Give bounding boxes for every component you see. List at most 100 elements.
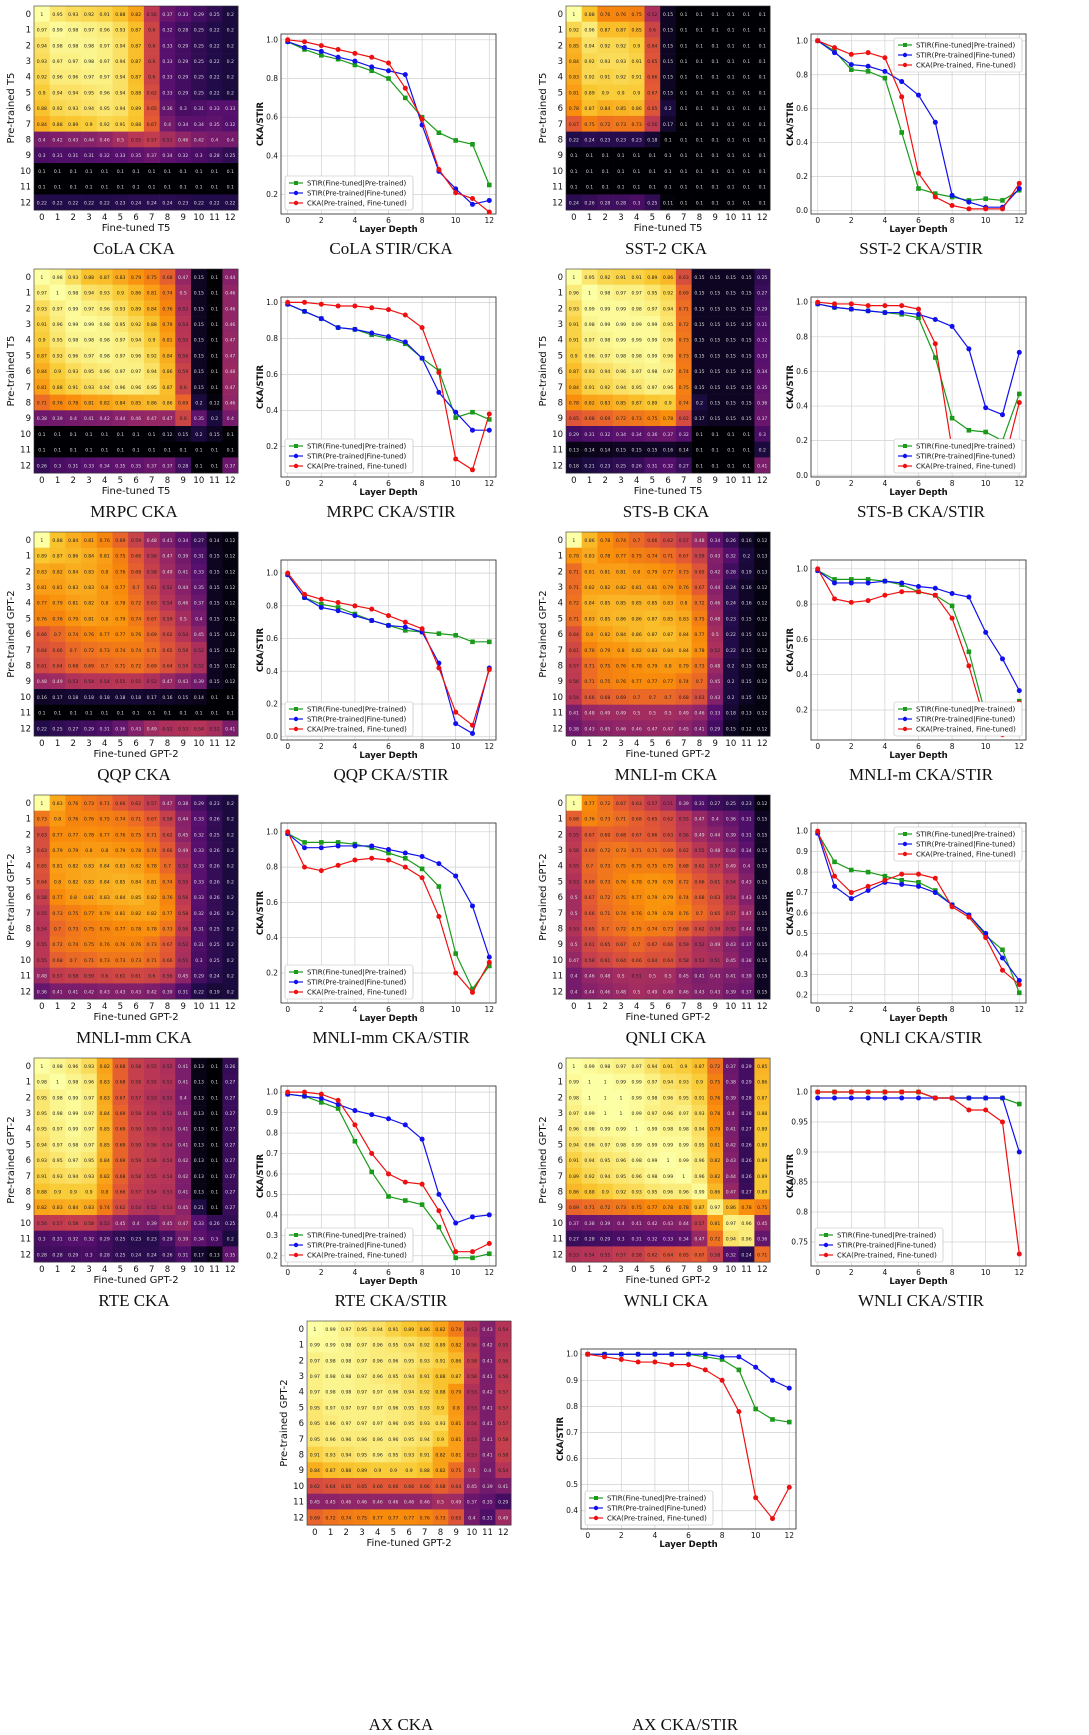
cell-value-label: 0.22 (194, 989, 204, 995)
cell-value-label: 0.15 (209, 648, 219, 654)
x-tick-label: 9 (712, 739, 717, 749)
y-axis-label: Pre-trained T5 (538, 336, 549, 407)
cell-value-label: 0.59 (178, 663, 188, 669)
cell-value-label: 0.96 (131, 353, 141, 359)
panel-caption: MNLI-mm CKA/STIR (261, 1028, 521, 1048)
cell-value-label: 0.66 (52, 648, 62, 654)
heatmap-cell (65, 53, 82, 70)
cell-value-label: 0.94 (647, 1064, 657, 1070)
cell-value-label: 0.74 (115, 648, 125, 654)
cell-value-label: 0.58 (84, 1221, 94, 1227)
y-tick-label: 1.0 (266, 1088, 278, 1097)
cell-value-label: 0.96 (100, 28, 110, 34)
cell-value-label: 0.24 (584, 137, 594, 143)
cell-value-label: 0.5 (179, 291, 186, 297)
heatmap-cell (597, 178, 614, 195)
data-point-cka (335, 1097, 341, 1103)
cell-value-label: 0.87 (616, 28, 626, 34)
cell-value-label: 0.15 (209, 554, 219, 560)
cell-value-label: 0.27 (679, 463, 689, 469)
cell-value-label: 0.1 (617, 153, 624, 159)
cell-value-label: 0.33 (194, 879, 204, 885)
cell-value-label: 0.43 (710, 989, 720, 995)
cell-value-label: 0.28 (741, 1095, 751, 1101)
heatmap-cell (65, 284, 82, 301)
data-point-cka (335, 303, 341, 309)
x-axis-label: Layer Depth (359, 225, 417, 235)
data-point-stir_pt_ft (302, 845, 308, 851)
cell-value-label: 0.56 (162, 974, 172, 980)
y-tick-label: 0.8 (796, 332, 808, 341)
cell-value-label: 0.46 (420, 1500, 430, 1506)
cell-value-label: 0.12 (757, 711, 767, 717)
x-tick-label: 7 (149, 1002, 154, 1012)
y-tick-label: 4 (26, 862, 31, 872)
data-point-cka (652, 1359, 658, 1365)
cell-value-label: 0.28 (616, 200, 626, 206)
cell-value-label: 0.93 (52, 1174, 62, 1180)
cell-value-label: 0.68 (52, 958, 62, 964)
heatmap-cell (49, 115, 66, 132)
x-tick-label: 2 (71, 1265, 76, 1275)
data-point-cka (602, 1354, 608, 1360)
cell-value-label: 0.1 (70, 185, 77, 191)
cell-value-label: 0.99 (632, 322, 642, 328)
heatmap-cell (222, 178, 239, 195)
y-tick-label: 2 (558, 304, 563, 314)
x-tick-label: 9 (712, 1265, 717, 1275)
cell-value-label: 0.64 (663, 1252, 673, 1258)
data-point-stir_ft_pt (865, 69, 871, 74)
cell-value-label: 0.99 (647, 1158, 657, 1164)
cell-value-label: 0.97 (584, 338, 594, 344)
cell-value-label: 0.42 (84, 989, 94, 995)
heatmap-cell (628, 178, 645, 195)
cell-value-label: 0.46 (388, 1500, 398, 1506)
x-tick-label: 2 (71, 1002, 76, 1012)
cell-value-label: 0.15 (741, 369, 751, 375)
cell-value-label: 0.97 (131, 369, 141, 375)
cell-value-label: 0.57 (131, 1189, 141, 1195)
y-tick-label: 11 (293, 1498, 304, 1508)
cell-value-label: 0.41 (178, 1127, 188, 1133)
legend-entry-stir_pt_ft: STIR(Pre-trained|Fine-tuned) (307, 979, 407, 987)
cell-value-label: 0.52 (178, 306, 188, 312)
cell-value-label: 0.31 (741, 817, 751, 823)
heatmap-cell (175, 300, 192, 317)
data-point-stir_pt_ft (386, 846, 391, 852)
data-point-cka (335, 862, 341, 868)
cell-value-label: 0.57 (498, 1390, 508, 1396)
cell-value-label: 0.75 (694, 616, 704, 622)
x-tick-label: 11 (741, 1002, 752, 1012)
cell-value-label: 0.15 (757, 864, 767, 870)
y-tick-label: 0.2 (266, 700, 278, 709)
heatmap-cell (81, 84, 98, 101)
x-tick-label: 5 (118, 1265, 123, 1275)
cell-value-label: 0.42 (100, 416, 110, 422)
cell-value-label: 0.75 (100, 817, 110, 823)
cell-value-label: 0.69 (115, 1127, 125, 1133)
heatmap-cell (675, 178, 692, 195)
y-tick-label: 10 (20, 956, 31, 966)
panel-caption: CoLA CKA (4, 239, 264, 259)
cell-value-label: 0.77 (647, 1205, 657, 1211)
x-axis-label: Layer Depth (359, 751, 417, 761)
cell-value-label: 0.67 (694, 1252, 704, 1258)
cell-value-label: 0.15 (632, 448, 642, 454)
y-tick-label: 0.2 (796, 990, 808, 999)
x-tick-label: 8 (697, 213, 702, 223)
cell-value-label: 0.25 (194, 90, 204, 96)
y-tick-label: 6 (558, 893, 563, 903)
heatmap-cell (581, 37, 598, 54)
x-tick-label: 10 (725, 213, 736, 223)
cell-value-label: 0.73 (679, 353, 689, 359)
cell-value-label: 0.1 (711, 463, 718, 469)
panel-caption: SST-2 CKA/STIR (791, 239, 1051, 259)
cell-value-label: 0.75 (757, 1205, 767, 1211)
cell-value-label: 0.7 (649, 695, 656, 701)
y-tick-label: 1.0 (566, 1350, 578, 1359)
x-tick-label: 8 (165, 1002, 170, 1012)
cell-value-label: 0.1 (633, 185, 640, 191)
x-tick-label: 9 (180, 739, 185, 749)
panel-caption: SST-2 CKA (536, 239, 796, 259)
cell-value-label: 0.75 (632, 1205, 642, 1211)
